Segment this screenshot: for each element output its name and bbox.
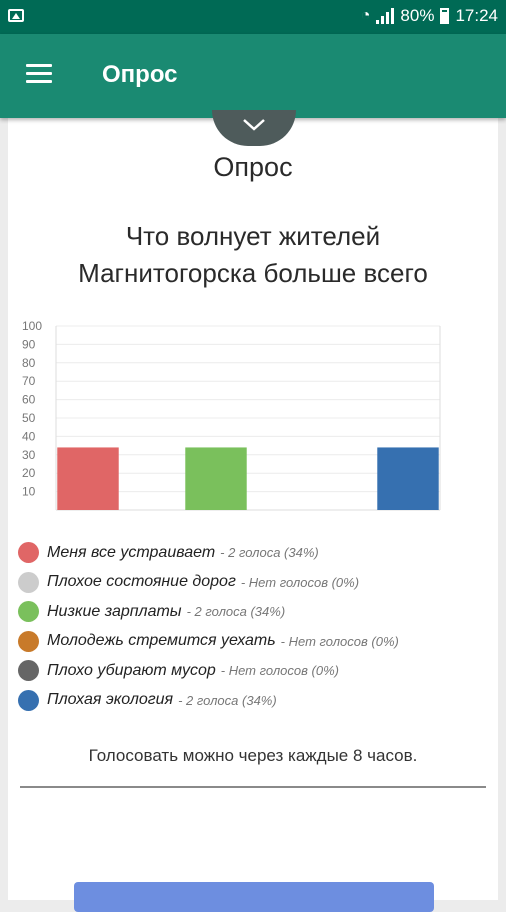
legend-label: Плохая экология [47,691,174,709]
legend-vote-count: - Нет голосов (0%) [280,633,399,649]
legend-item: Меня все устраивает - 2 голоса (34%) [18,538,399,568]
y-tick-label: 60 [22,393,36,407]
legend-vote-count: - 2 голоса (34%) [220,545,319,561]
legend-color-dot [18,689,39,711]
results-bar-chart: 100 90 80 70 60 50 40 30 20 10 [22,319,441,511]
image-icon [8,9,24,22]
vote-interval-note: Голосовать можно через каждые 8 часов. [88,746,418,765]
wifi-icon: ◔ [360,7,371,24]
legend-color-dot [18,542,39,564]
hamburger-menu-icon[interactable] [26,64,52,84]
y-tick-label: 10 [22,485,36,499]
legend-color-dot [18,630,39,652]
poll-question-line1: Что волнует жителей [125,221,381,251]
legend-label: Молодежь стремится уехать [47,632,276,650]
chart-legend: Меня все устраивает - 2 голоса (34%) Плохо… [18,538,399,715]
clock: 17:24 [455,6,498,25]
battery-percent: 80% [400,6,435,25]
legend-item: Низкие зарплаты - 2 голоса (34%) [18,597,399,627]
legend-label: Низкие зарплаты [47,602,182,620]
signal-icon [376,8,395,24]
y-tick-label: 30 [22,448,36,462]
status-bar: ◔ 80% 17:24 [0,0,506,34]
app-title: Опрос [102,61,178,88]
y-tick-label: 80 [22,356,36,370]
y-tick-label: 20 [22,466,36,480]
legend-vote-count: - 2 голоса (34%) [186,604,286,620]
legend-vote-count: - Нет голосов (0%) [240,574,360,590]
chart-bar [185,447,247,510]
legend-item: Молодежь стремится уехать - Нет голосов (… [18,627,399,657]
app-bar: Опрос [0,34,506,118]
y-tick-label: 90 [22,337,36,351]
y-tick-label: 40 [22,429,36,443]
legend-item: Плохо убирают мусор - Нет голосов (0%) [18,656,399,686]
vote-button[interactable] [74,882,434,912]
status-right: ◔ 80% 17:24 [361,6,498,26]
legend-color-dot [18,660,39,682]
y-tick-label: 50 [22,411,36,425]
legend-vote-count: - Нет голосов (0%) [220,663,339,679]
legend-label: Плохо убирают мусор [47,661,216,679]
poll-heading: Опрос [213,152,293,182]
legend-label: Меня все устраивает [47,543,216,561]
chart-bar [377,447,439,510]
legend-color-dot [18,601,39,623]
chart-bar [57,447,119,510]
divider [20,786,486,788]
legend-label: Плохое состояние дорог [47,573,236,591]
chevron-down-icon [243,119,265,131]
poll-question: Что волнует жителей Магнитогорска больше… [0,218,506,292]
poll-question-line2: Магнитогорска больше всего [78,258,428,288]
legend-item: Плохая экология - 2 голоса (34%) [18,686,399,716]
battery-icon [440,8,450,24]
legend-color-dot [18,571,39,593]
y-tick-label: 100 [22,319,42,333]
legend-item: Плохое состояние дорог - Нет голосов (0%) [18,568,399,598]
y-tick-label: 70 [22,374,36,388]
legend-vote-count: - 2 голоса (34%) [178,692,277,708]
